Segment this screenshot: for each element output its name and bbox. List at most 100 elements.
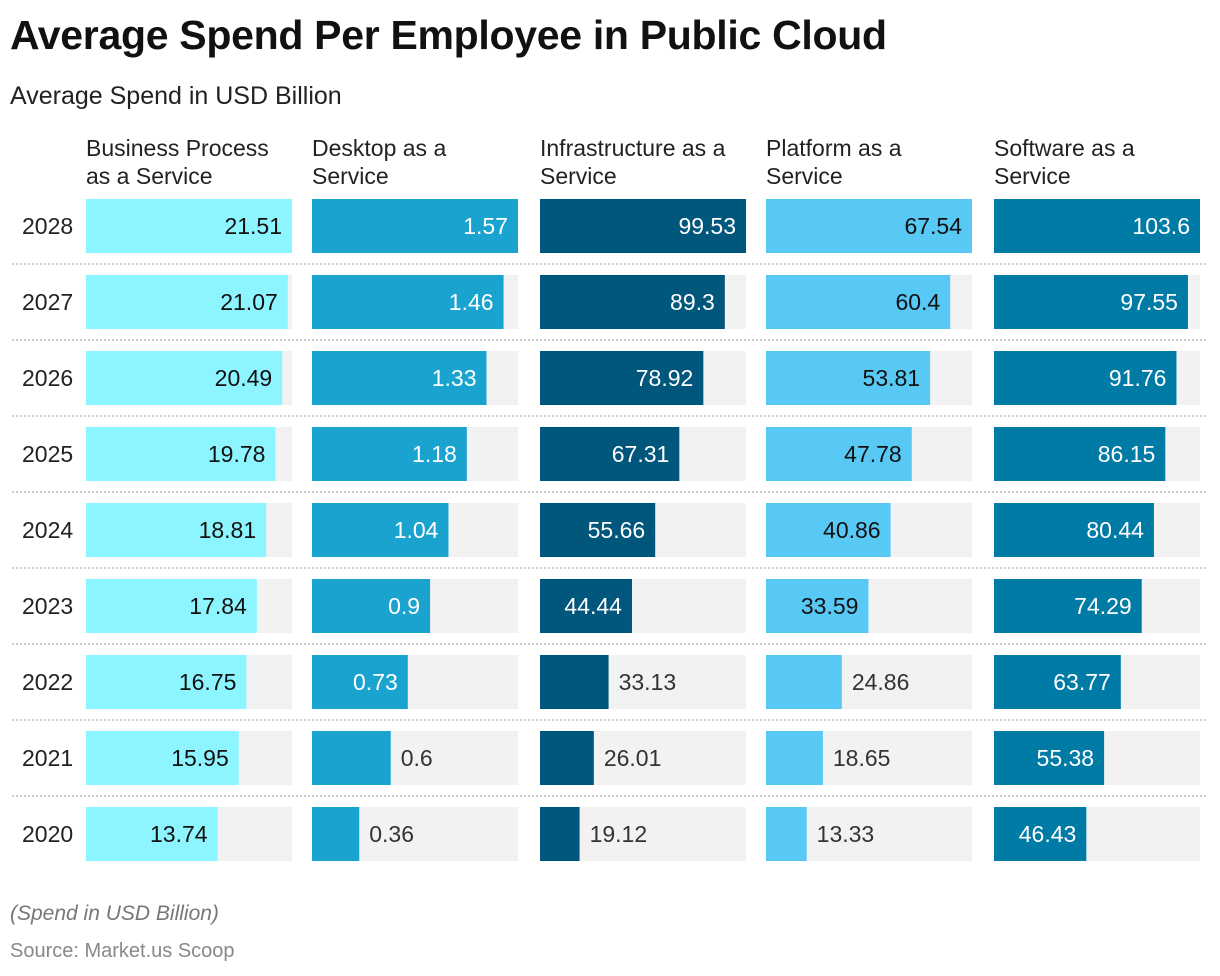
bar — [994, 731, 1105, 785]
column-header: as a Service — [86, 163, 213, 189]
data-label: 60.4 — [895, 289, 940, 315]
data-label: 19.12 — [590, 821, 648, 847]
bar — [766, 275, 951, 329]
bar — [312, 655, 408, 709]
column-header: Service — [766, 163, 843, 189]
data-label: 44.44 — [564, 593, 622, 619]
data-label: 1.46 — [449, 289, 494, 315]
data-label: 26.01 — [604, 745, 662, 771]
data-label: 18.65 — [833, 745, 891, 771]
bar — [540, 351, 704, 405]
data-label: 1.33 — [432, 365, 477, 391]
year-label: 2026 — [22, 365, 73, 391]
data-label: 40.86 — [823, 517, 881, 543]
column-header: Business Process — [86, 135, 269, 161]
data-label: 1.57 — [463, 213, 508, 239]
bar — [766, 807, 807, 861]
source-text: Source: Market.us Scoop — [10, 940, 235, 962]
data-label: 1.04 — [394, 517, 439, 543]
year-label: 2024 — [22, 517, 73, 543]
bar — [312, 199, 518, 253]
bar — [994, 275, 1188, 329]
data-label: 46.43 — [1019, 821, 1077, 847]
data-label: 17.84 — [189, 593, 247, 619]
data-label: 89.3 — [670, 289, 715, 315]
bar — [766, 199, 972, 253]
data-label: 15.95 — [171, 745, 229, 771]
year-label: 2021 — [22, 745, 73, 771]
year-label: 2025 — [22, 441, 73, 467]
bar — [86, 807, 218, 861]
bar — [540, 427, 680, 481]
year-label: 2028 — [22, 213, 73, 239]
data-label: 91.76 — [1109, 365, 1167, 391]
data-label: 53.81 — [863, 365, 921, 391]
data-label: 21.07 — [220, 289, 278, 315]
data-label: 67.54 — [904, 213, 962, 239]
bar — [540, 275, 725, 329]
year-label: 2020 — [22, 821, 73, 847]
year-label: 2027 — [22, 289, 73, 315]
data-label: 55.38 — [1037, 745, 1095, 771]
bar — [994, 351, 1177, 405]
column-header: Service — [312, 163, 389, 189]
bar — [312, 807, 360, 861]
data-label: 1.18 — [412, 441, 457, 467]
bar — [312, 731, 391, 785]
data-label: 18.81 — [199, 517, 257, 543]
data-label: 55.66 — [588, 517, 646, 543]
data-label: 0.6 — [401, 745, 433, 771]
chart-title: Average Spend Per Employee in Public Clo… — [10, 12, 887, 58]
column-header: Infrastructure as a — [540, 135, 726, 161]
bar — [540, 503, 656, 557]
bar — [766, 731, 823, 785]
column-header: Service — [994, 163, 1071, 189]
column-header: Software as a — [994, 135, 1135, 161]
bar — [86, 579, 257, 633]
data-label: 47.78 — [844, 441, 902, 467]
data-label: 99.53 — [678, 213, 736, 239]
bar — [86, 427, 276, 481]
data-label: 78.92 — [636, 365, 694, 391]
data-label: 0.9 — [388, 593, 420, 619]
chart-subtitle: Average Spend in USD Billion — [10, 82, 342, 110]
year-label: 2022 — [22, 669, 73, 695]
data-label: 13.74 — [150, 821, 208, 847]
bar — [312, 275, 504, 329]
bar — [86, 503, 267, 557]
bar — [540, 199, 746, 253]
bar — [994, 807, 1087, 861]
bar — [540, 655, 609, 709]
column-header: Desktop as a — [312, 135, 446, 161]
data-label: 21.51 — [224, 213, 282, 239]
bar — [766, 655, 842, 709]
bar — [766, 427, 912, 481]
bar — [312, 351, 487, 405]
data-label: 20.49 — [215, 365, 273, 391]
bar — [766, 503, 891, 557]
bar — [86, 655, 247, 709]
bar — [86, 199, 292, 253]
bar — [994, 427, 1166, 481]
data-label: 86.15 — [1098, 441, 1156, 467]
column-header: Platform as a — [766, 135, 902, 161]
bar — [86, 731, 239, 785]
data-label: 19.78 — [208, 441, 266, 467]
bar — [540, 579, 632, 633]
data-label: 33.13 — [619, 669, 677, 695]
bar — [994, 503, 1154, 557]
bar — [994, 655, 1121, 709]
bar — [540, 807, 580, 861]
data-label: 0.73 — [353, 669, 398, 695]
data-label: 16.75 — [179, 669, 237, 695]
bar — [766, 351, 931, 405]
bar — [312, 427, 467, 481]
data-label: 103.6 — [1132, 213, 1190, 239]
column-header: Service — [540, 163, 617, 189]
bar — [312, 503, 449, 557]
bar — [86, 351, 283, 405]
data-label: 74.29 — [1074, 593, 1132, 619]
bar — [766, 579, 869, 633]
bar — [994, 579, 1142, 633]
